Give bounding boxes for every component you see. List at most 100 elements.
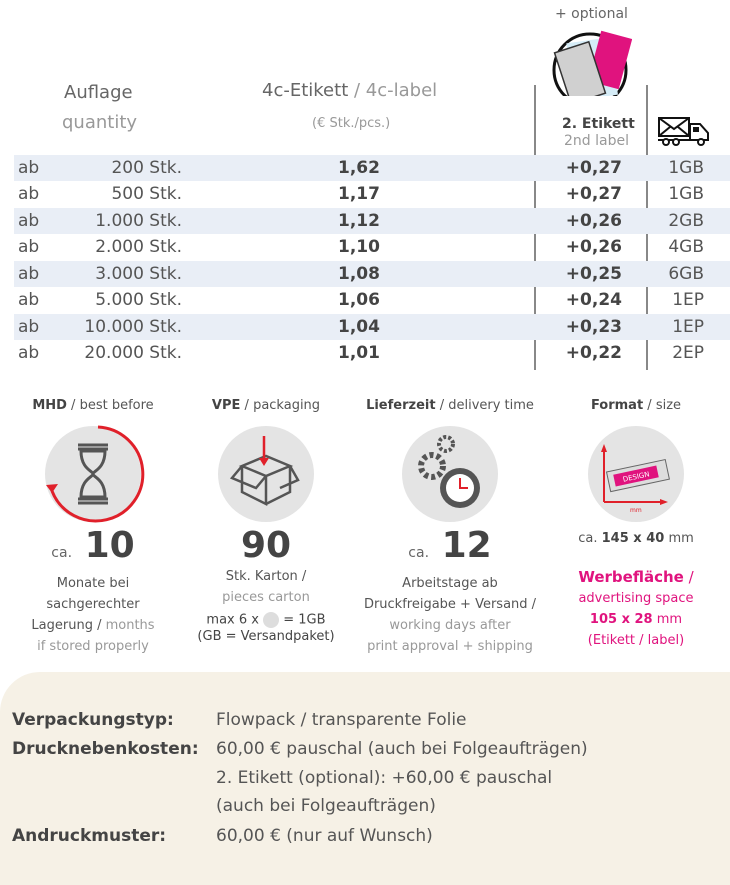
price-cell: 1,08 <box>338 264 380 284</box>
ad-space-title-en: advertising space <box>578 591 694 606</box>
shipping-cell: 1GB <box>668 158 704 178</box>
quantity-cell: 5.000 Stk. <box>95 290 182 310</box>
format-column: Format / size DESIGN mm ca. 145 x 40 mm … <box>546 395 726 651</box>
second-label-price-cell: +0,27 <box>565 158 622 178</box>
quantity-cell: 2.000 Stk. <box>95 237 182 257</box>
second-label-de: 2. Etikett <box>562 116 635 132</box>
vpe-line: (GB = Versandpaket) <box>197 628 335 644</box>
second-label-price-cell: +0,23 <box>565 317 622 337</box>
shipping-cell: 1EP <box>672 317 704 337</box>
ab-cell: ab <box>18 264 40 284</box>
quantity-cell: 10.000 Stk. <box>84 317 182 337</box>
ca-label: ca. <box>51 545 73 561</box>
price-cell: 1,62 <box>338 158 380 178</box>
vpe-line-en: pieces carton <box>222 590 310 605</box>
table-row: ab 20.000 Stk. 1,01 +0,22 2EP <box>14 340 730 366</box>
label-header-en: 4c-label <box>365 80 438 101</box>
delivery-column: Lieferzeit / delivery time ca. 12 Arbeit… <box>360 395 540 657</box>
table-row: ab 500 Stk. 1,17 +0,27 1GB <box>14 181 730 207</box>
format-title: Format <box>590 398 644 413</box>
gears-clock-icon <box>402 426 498 522</box>
ab-cell: ab <box>18 343 40 363</box>
price-cell: 1,04 <box>338 317 380 337</box>
delivery-line: Druckfreigabe + Versand / <box>363 597 537 612</box>
mhd-line: Monate bei <box>56 576 130 591</box>
shipping-cell: 1GB <box>668 184 704 204</box>
small-box-icon <box>263 612 280 628</box>
shipping-cell: 2GB <box>668 211 704 231</box>
vpe-title: VPE <box>211 398 241 413</box>
mhd-line: sachgerechter <box>46 597 140 612</box>
mhd-line-en: if stored properly <box>37 639 149 654</box>
quantity-cell: 500 Stk. <box>111 184 182 204</box>
vpe-column: VPE / packaging 90 Stk. Karton / pieces … <box>176 395 356 645</box>
quantity-cell: 200 Stk. <box>111 158 182 178</box>
format-size: 145 x 40 <box>601 531 665 546</box>
optional-label: + optional <box>555 6 628 22</box>
second-label-price-cell: +0,27 <box>565 184 622 204</box>
table-row: ab 1.000 Stk. 1,12 +0,26 2GB <box>14 208 730 234</box>
format-title-en: size <box>655 398 682 413</box>
ab-cell: ab <box>18 158 40 178</box>
table-row: ab 200 Stk. 1,62 +0,27 1GB <box>14 155 730 181</box>
second-label-price-cell: +0,26 <box>565 237 622 257</box>
second-label-price-cell: +0,22 <box>565 343 622 363</box>
mm-text: mm <box>630 507 642 514</box>
detail-value: 2. Etikett (optional): +60,00 € pauschal <box>216 768 553 788</box>
quantity-cell: 20.000 Stk. <box>84 343 182 363</box>
delivery-line-en: working days after <box>389 618 511 633</box>
quantity-cell: 1.000 Stk. <box>95 211 182 231</box>
table-row: ab 3.000 Stk. 1,08 +0,25 6GB <box>14 261 730 287</box>
table-row: ab 5.000 Stk. 1,06 +0,24 1EP <box>14 287 730 313</box>
detail-value: 60,00 € (nur auf Wunsch) <box>216 826 433 846</box>
mhd-column: MHD / best before ca. 10 Monate bei sach… <box>3 395 183 657</box>
detail-value: Flowpack / transparente Folie <box>216 710 467 730</box>
ab-cell: ab <box>18 211 40 231</box>
detail-key: Verpackungstyp: <box>12 710 174 730</box>
shipping-cell: 6GB <box>668 264 704 284</box>
unit-label: (€ Stk./pcs.) <box>312 116 391 131</box>
vpe-line: max 6 x <box>206 612 259 628</box>
table-row: ab 2.000 Stk. 1,10 +0,26 4GB <box>14 234 730 260</box>
detail-key: Andruckmuster: <box>12 826 167 846</box>
ab-cell: ab <box>18 290 40 310</box>
ab-cell: ab <box>18 237 40 257</box>
price-cell: 1,17 <box>338 184 380 204</box>
mhd-line-en: months <box>101 618 155 633</box>
ad-space-title: Werbefläche <box>578 568 684 586</box>
ad-space-note: (Etikett / label) <box>587 633 685 648</box>
shipping-cell: 1EP <box>672 290 704 310</box>
delivery-value: 12 <box>441 525 492 566</box>
second-label-en: 2nd label <box>564 133 629 149</box>
vpe-title-en: packaging <box>253 398 321 413</box>
price-cell: 1,10 <box>338 237 380 257</box>
format-unit: mm <box>668 531 694 546</box>
mhd-value: 10 <box>84 525 135 566</box>
quantity-cell: 3.000 Stk. <box>95 264 182 284</box>
ca-label: ca. <box>578 531 598 546</box>
shipping-cell: 2EP <box>672 343 704 363</box>
detail-value: 60,00 € pauschal (auch bei Folgeaufträge… <box>216 739 588 759</box>
second-label-price-cell: +0,26 <box>565 211 622 231</box>
detail-value: (auch bei Folgeaufträgen) <box>216 796 436 816</box>
price-cell: 1,12 <box>338 211 380 231</box>
second-label-price-cell: +0,24 <box>565 290 622 310</box>
ad-space-size: 105 x 28 <box>589 612 653 627</box>
shipping-cell: 4GB <box>668 237 704 257</box>
hourglass-icon <box>45 425 145 523</box>
box-icon <box>218 426 314 522</box>
second-label-icon <box>548 30 632 104</box>
detail-key: Drucknebenkosten: <box>12 739 199 759</box>
mhd-title: MHD <box>32 398 67 413</box>
delivery-line: Arbeitstage ab <box>402 576 498 591</box>
ad-space-unit: mm <box>656 612 683 627</box>
label-header: 4c-Etikett / 4c-label <box>262 80 438 101</box>
delivery-title: Lieferzeit <box>366 398 436 413</box>
mail-truck-icon <box>658 117 709 146</box>
label-header-de: 4c-Etikett <box>262 80 349 101</box>
ab-cell: ab <box>18 317 40 337</box>
table-row: ab 10.000 Stk. 1,04 +0,23 1EP <box>14 314 730 340</box>
quantity-header-en: quantity <box>62 112 138 133</box>
delivery-line-en: print approval + shipping <box>367 639 533 654</box>
mhd-line: Lagerung / <box>31 618 102 633</box>
